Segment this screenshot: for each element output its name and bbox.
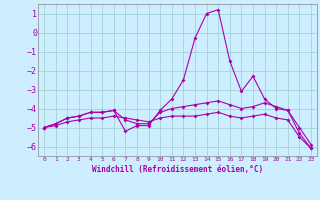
X-axis label: Windchill (Refroidissement éolien,°C): Windchill (Refroidissement éolien,°C) xyxy=(92,165,263,174)
